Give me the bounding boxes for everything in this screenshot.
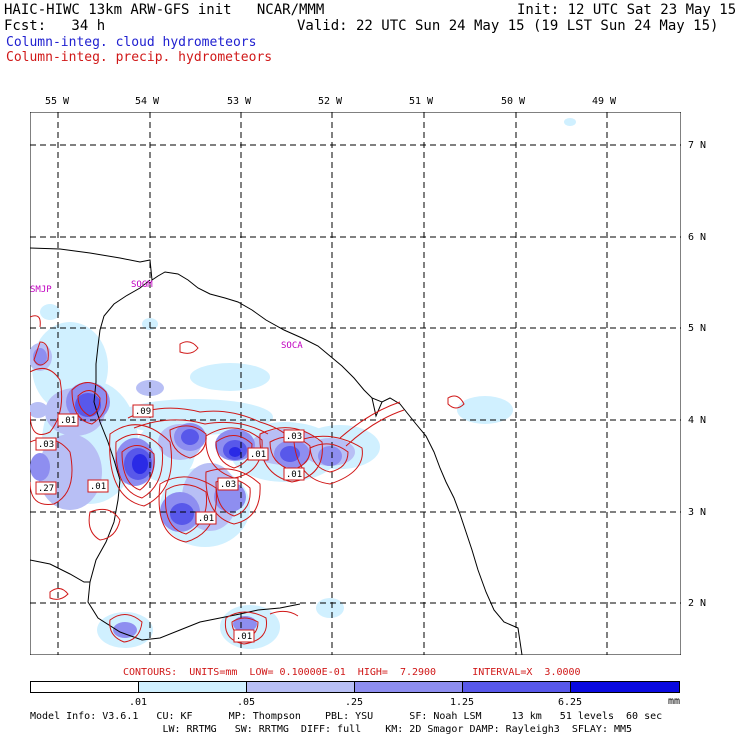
lat-label-7n: 7 N	[688, 140, 707, 151]
model-info-line2: LW: RRTMG SW: RRTMG DIFF: full KM: 2D Sm…	[30, 724, 633, 735]
lon-label-51w: 51 W	[409, 96, 434, 107]
forecast-hour: Fcst: 34 h	[4, 18, 106, 34]
colorbar-unit: mm	[668, 696, 681, 707]
contour-label-boxes	[35, 404, 305, 643]
station-soca: SOCA	[281, 341, 303, 351]
contour-label: .01	[286, 470, 302, 480]
lat-label-5n: 5 N	[688, 323, 707, 334]
contour-label: .01	[90, 482, 106, 492]
colorbar-tick: 6.25	[557, 697, 583, 708]
station-smjp: SMJP	[30, 285, 52, 295]
valid-time: Valid: 22 UTC Sun 24 May 15 (19 LST Sun …	[297, 18, 719, 34]
lon-label-53w: 53 W	[227, 96, 252, 107]
init-time: Init: 12 UTC Sat 23 May 15	[517, 2, 737, 18]
lat-label-6n: 6 N	[688, 232, 707, 243]
legend-precip: Column-integ. precip. hydrometeors	[6, 50, 273, 65]
colorbar-bin-1	[138, 681, 247, 693]
colorbar-bin-5	[570, 681, 680, 693]
model-info-line1: Model Info: V3.6.1 CU: KF MP: Thompson P…	[30, 711, 663, 722]
contour-label: .01	[236, 632, 252, 642]
contour-label: .09	[135, 407, 151, 417]
station-sogm: SOGM	[131, 280, 153, 290]
map-frame	[30, 112, 681, 655]
contour-label: .27	[38, 484, 54, 494]
contour-label-texts: .01 .03 .27 .01 .09 .03 .01 .01 .03 .01 …	[38, 407, 302, 642]
contour-label: .03	[220, 480, 236, 490]
lat-label-2n: 2 N	[688, 598, 707, 609]
contour-label: .01	[60, 416, 76, 426]
colorbar-bin-4	[462, 681, 571, 693]
lon-label-54w: 54 W	[135, 96, 160, 107]
colorbar-tick: 1.25	[449, 697, 475, 708]
contour-label: .03	[286, 432, 302, 442]
lat-label-4n: 4 N	[688, 415, 707, 426]
contour-label: .01	[250, 450, 266, 460]
lon-label-50w: 50 W	[501, 96, 526, 107]
lat-lon-grid	[30, 112, 681, 655]
colorbar-bin-0	[30, 681, 139, 693]
station-labels: SMJP SOGM SOCA	[30, 280, 303, 351]
lat-label-3n: 3 N	[688, 507, 707, 518]
lon-label-55w: 55 W	[45, 96, 70, 107]
contour-label: .01	[198, 514, 214, 524]
colorbar-bin-3	[354, 681, 463, 693]
colorbar-tick: .25	[344, 697, 364, 708]
colorbar-tick: .01	[128, 697, 148, 708]
lon-label-49w: 49 W	[592, 96, 617, 107]
contour-info: CONTOURS: UNITS=mm LOW= 0.10000E-01 HIGH…	[123, 667, 581, 678]
map-panel: .01 .03 .27 .01 .09 .03 .01 .01 .03 .01 …	[30, 112, 681, 655]
lon-label-52w: 52 W	[318, 96, 343, 107]
legend-cloud: Column-integ. cloud hydrometeors	[6, 35, 257, 50]
coastline	[30, 247, 523, 655]
colorbar-tick: .05	[236, 697, 256, 708]
contour-label: .03	[38, 440, 54, 450]
colorbar-bin-2	[246, 681, 355, 693]
model-title: HAIC-HIWC 13km ARW-GFS init NCAR/MMM	[4, 2, 325, 18]
